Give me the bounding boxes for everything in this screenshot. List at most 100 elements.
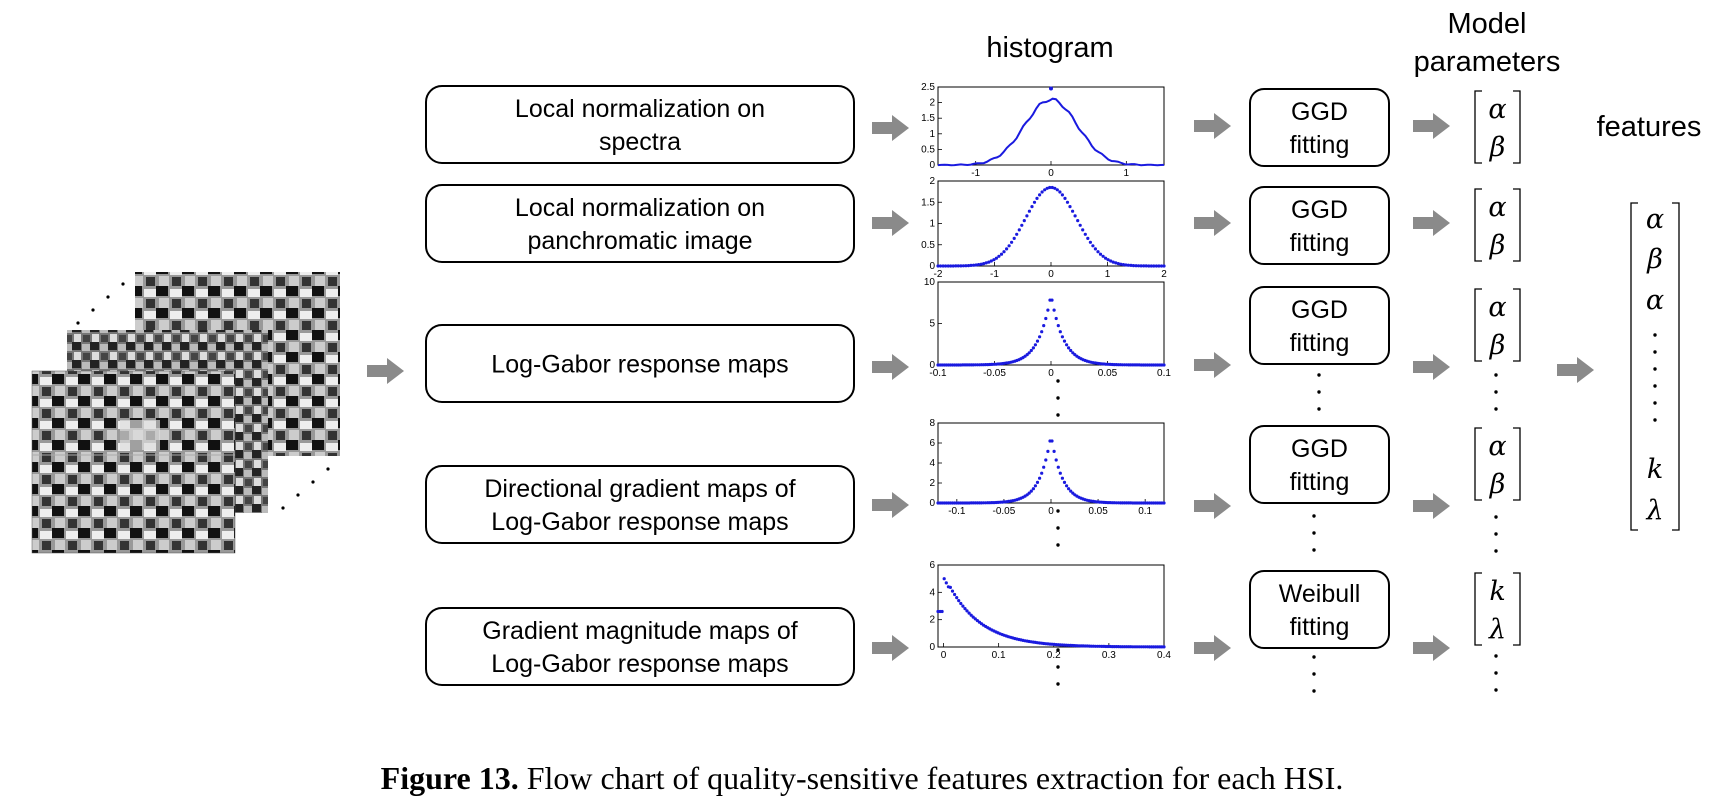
- histogram-4-ytick-1: 4: [929, 587, 935, 598]
- parameter-vector-0: αβ: [1474, 90, 1521, 164]
- histogram-0-curve: [937, 97, 1165, 167]
- histogram-4: 6 4 2 00 0.1 0.2 0.3 0.4: [929, 560, 1171, 661]
- histogram-3: 8 6 4 2 0 -0.1 -0.05 0 0.05 0.1: [929, 418, 1166, 517]
- fitting-box-0-line-1: fitting: [1290, 131, 1350, 159]
- figure-caption: Figure 13. Flow chart of quality-sensiti…: [381, 760, 1344, 796]
- process-box-0-line-0: Local normalization on: [515, 95, 765, 123]
- hsi-image-stack: [31, 272, 340, 554]
- arrow-process-to-histogram-1: [872, 210, 909, 236]
- histogram-dots-1: [1056, 379, 1060, 417]
- feature-symbol-0: α: [1646, 204, 1664, 235]
- fitting-box-3-line-1: fitting: [1290, 468, 1350, 496]
- fitting-box-0: GGD fitting: [1249, 88, 1390, 167]
- histogram-0-ytick-1: 2: [929, 98, 935, 109]
- histogram-3-ytick-3: 2: [929, 478, 935, 489]
- histogram-1-ytick-4: 0: [929, 261, 935, 272]
- fitting-dots-2: [1312, 514, 1316, 552]
- arrow-fitting-to-parameters-2: [1413, 354, 1450, 380]
- parameter-vector-3-symbol-0: α: [1488, 431, 1506, 462]
- arrow-histogram-to-fitting-3: [1194, 493, 1231, 519]
- histogram-3-ytick-2: 4: [929, 458, 935, 469]
- fitting-box-4: Weibull fitting: [1249, 570, 1390, 649]
- histogram-2-xtick-3: 0.05: [1098, 368, 1118, 379]
- process-box-0: Local normalization on spectra: [425, 85, 855, 164]
- process-box-1: Local normalization on panchromatic image: [425, 184, 855, 263]
- caption-label: Figure 13.: [381, 760, 519, 796]
- arrow-process-to-histogram-3: [872, 492, 909, 518]
- parameter-vector-2-right-bracket: [1513, 288, 1521, 362]
- parameter-dots-1: [1494, 373, 1498, 411]
- feature-vector: αβα kλ: [1630, 202, 1680, 531]
- arrow-histogram-to-fitting-2: [1194, 352, 1231, 378]
- histogram-0-ytick-3: 1: [929, 129, 935, 140]
- histogram-0: 2.5 2 1.5 1 0.5 0 -1 0 1: [921, 82, 1165, 179]
- parameter-vector-3-left-bracket: [1474, 427, 1482, 501]
- fitting-boxes: GGD fitting GGD fitting GGD fitting GGD fitting…: [1249, 88, 1390, 649]
- parameter-vector-4-symbol-0: k: [1489, 576, 1505, 607]
- arrows-layer: [367, 113, 1594, 661]
- parameter-vector-3-symbol-1: β: [1489, 469, 1506, 500]
- histogram-3-points: [936, 439, 1166, 505]
- process-box-2: Log-Gabor response maps: [425, 324, 855, 403]
- parameter-vector-1-left-bracket: [1474, 188, 1482, 262]
- arrow-fitting-to-parameters-4: [1413, 635, 1450, 661]
- fitting-box-1: GGD fitting: [1249, 186, 1390, 265]
- feature-vector-bracket-left-bracket: [1630, 202, 1638, 531]
- histogram-2-ytick-1: 5: [929, 319, 935, 330]
- parameter-vector-2-left-bracket: [1474, 288, 1482, 362]
- histogram-0-xtick-1: 0: [1048, 168, 1054, 179]
- histogram-frame-1: [937, 180, 1165, 267]
- histogram-2-xtick-1: -0.05: [983, 368, 1006, 379]
- parameter-vector-4-right-bracket: [1513, 572, 1521, 646]
- arrow-process-to-histogram-4: [872, 635, 909, 661]
- histogram-4-xtick-3: 0.3: [1102, 650, 1116, 661]
- histogram-3-ytick-0: 8: [929, 418, 935, 429]
- continuation-dots: [1056, 373, 1498, 693]
- histogram-4-xtick-0: 0: [941, 650, 947, 661]
- parameter-vector-1-symbol-1: β: [1489, 230, 1506, 261]
- histogram-1-ytick-3: 0.5: [921, 240, 935, 251]
- histogram-4-points: [936, 577, 1166, 649]
- histogram-2-points: [936, 298, 1166, 367]
- histogram-frame-4: [937, 564, 1165, 648]
- process-box-4-line-0: Gradient magnitude maps of: [482, 617, 798, 645]
- fitting-box-0-line-0: GGD: [1291, 98, 1348, 126]
- histogram-2-ytick-2: 0: [929, 360, 935, 371]
- histogram-0-xtick-0: -1: [971, 168, 980, 179]
- histogram-header: histogram: [986, 32, 1113, 64]
- process-box-3: Directional gradient maps of Log-Gabor re…: [425, 465, 855, 544]
- parameter-vector-4: kλ: [1474, 572, 1521, 646]
- process-box-0-line-1: spectra: [599, 128, 681, 156]
- histogram-2-xtick-4: 0.1: [1157, 368, 1171, 379]
- histogram-2-xtick-0: -0.1: [929, 368, 947, 379]
- arrow-histogram-to-fitting-0: [1194, 113, 1231, 139]
- feature-vector-ellipsis: [1653, 333, 1657, 422]
- arrow-fitting-to-parameters-3: [1413, 493, 1450, 519]
- histogram-3-ytick-4: 0: [929, 498, 935, 509]
- parameter-vector-2: αβ: [1474, 288, 1521, 362]
- arrow-fitting-to-parameters-0: [1413, 113, 1450, 139]
- hsi-band-front: [31, 370, 236, 554]
- histogram-1-xtick-3: 1: [1105, 269, 1111, 280]
- parameter-vector-1-symbol-0: α: [1488, 192, 1506, 223]
- model-parameters-header-line2: parameters: [1414, 46, 1561, 78]
- arrow-parameters-to-features: [1557, 357, 1594, 383]
- parameter-vector-0-left-bracket: [1474, 90, 1482, 164]
- histogram-2-xtick-2: 0: [1048, 368, 1054, 379]
- process-box-4-line-1: Log-Gabor response maps: [491, 650, 788, 678]
- feature-symbol-2: α: [1646, 285, 1664, 316]
- histogram-3-ytick-1: 6: [929, 438, 935, 449]
- histogram-0-ytick-2: 1.5: [921, 113, 935, 124]
- histogram-3-xtick-4: 0.1: [1138, 506, 1152, 517]
- histogram-1-xtick-2: 0: [1048, 269, 1054, 280]
- feature-vector-bracket-right-bracket: [1672, 202, 1680, 531]
- arrow-fitting-to-parameters-1: [1413, 210, 1450, 236]
- histogram-2-ytick-0: 10: [924, 277, 936, 288]
- histogram-3-xtick-1: -0.05: [993, 506, 1016, 517]
- histogram-3-xtick-2: 0: [1048, 506, 1054, 517]
- histogram-plots: 2.521.510.50-1 0 121.510.50-2 -1 0 1 21050-0.1…: [921, 82, 1171, 661]
- histogram-dots-2: [1056, 509, 1060, 547]
